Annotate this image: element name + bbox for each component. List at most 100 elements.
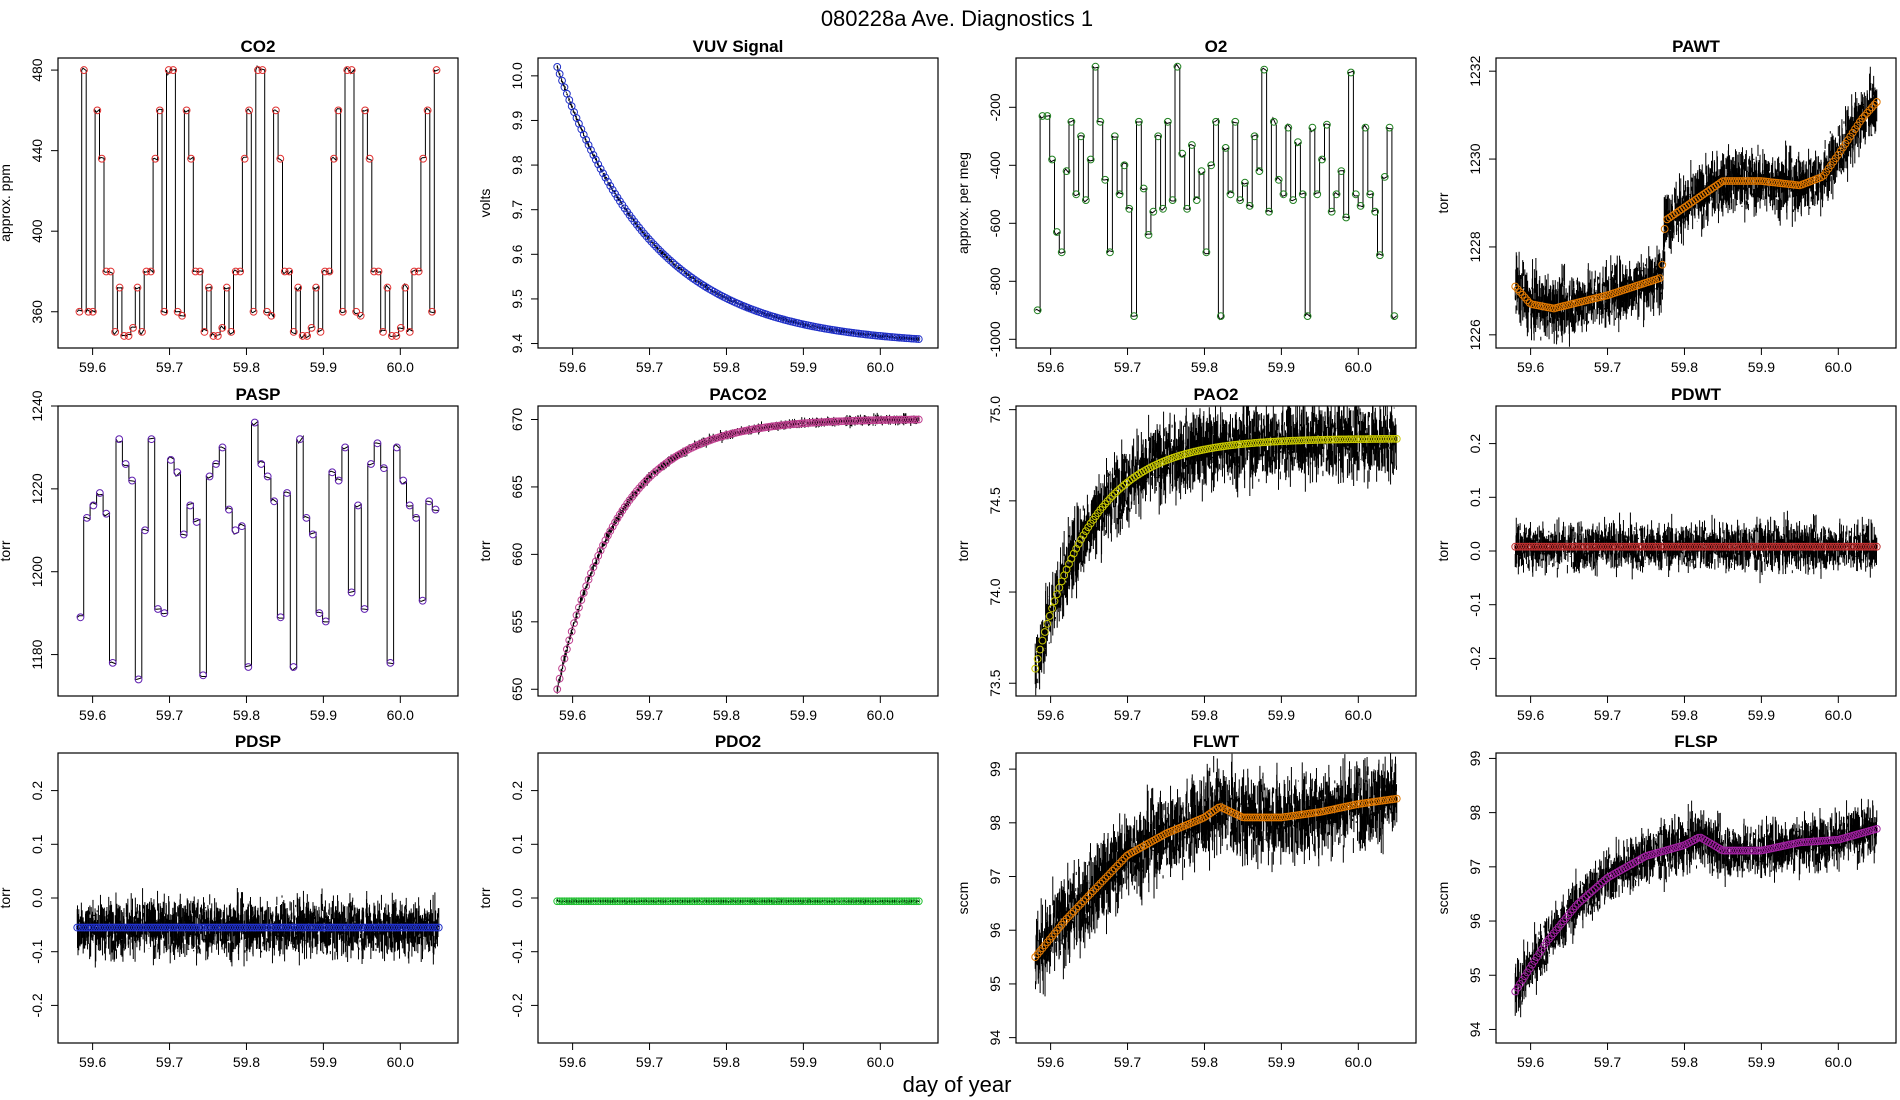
x-tick-label: 59.6 xyxy=(1037,1054,1064,1070)
y-axis: 650 655 660 665 670 xyxy=(509,408,538,701)
data-point xyxy=(379,464,388,473)
data-point xyxy=(200,327,209,336)
data-point xyxy=(258,66,267,74)
data-point xyxy=(555,674,564,683)
data-point xyxy=(599,541,607,550)
data-point xyxy=(575,603,583,612)
data-point xyxy=(412,513,421,522)
data-point xyxy=(1322,120,1331,129)
data-point xyxy=(423,106,432,115)
data-point xyxy=(912,897,921,906)
data-point xyxy=(1868,542,1876,551)
data-series xyxy=(1511,510,1881,584)
y-tick-label: 9.8 xyxy=(509,155,525,175)
data-point xyxy=(861,330,870,339)
panel-title: O2 xyxy=(1205,37,1228,56)
data-point xyxy=(644,474,653,482)
data-point xyxy=(1513,983,1522,992)
y-axis: 94 95 96 97 98 99 xyxy=(987,761,1016,1045)
data-point xyxy=(321,617,330,626)
y-axis-label: torr xyxy=(955,540,971,561)
data-point xyxy=(1101,175,1110,184)
y-tick-label: 9.9 xyxy=(509,111,525,131)
data-point xyxy=(146,267,155,276)
data-point xyxy=(1817,173,1826,182)
series-markers xyxy=(553,63,923,343)
data-point xyxy=(1301,810,1310,819)
data-point xyxy=(1788,180,1797,189)
data-point xyxy=(1781,179,1790,188)
data-point xyxy=(1390,312,1399,321)
x-tick-label: 59.8 xyxy=(233,359,260,375)
x-tick-label: 60.0 xyxy=(1345,1054,1372,1070)
data-point xyxy=(76,613,85,622)
data-point xyxy=(1574,899,1582,908)
data-point xyxy=(218,323,227,332)
y-tick-label: 660 xyxy=(509,542,525,566)
data-point xyxy=(410,267,419,276)
data-point xyxy=(102,509,111,518)
data-point xyxy=(75,307,84,316)
data-point xyxy=(1110,132,1119,141)
data-point xyxy=(240,154,249,163)
y-axis-label: approx. ppm xyxy=(0,164,13,242)
series-markers xyxy=(1511,98,1881,313)
data-point xyxy=(854,329,863,338)
x-tick-label: 59.7 xyxy=(636,1054,663,1070)
data-point xyxy=(89,501,98,510)
data-point xyxy=(577,596,586,604)
data-point xyxy=(1231,440,1240,449)
data-point xyxy=(553,63,562,71)
x-tick-label: 59.7 xyxy=(1114,1054,1141,1070)
data-point xyxy=(579,130,588,139)
data-point xyxy=(596,164,605,173)
data-point xyxy=(120,332,128,340)
data-point xyxy=(1361,123,1370,132)
y-tick-label: -600 xyxy=(987,209,1003,237)
data-point xyxy=(1084,892,1093,901)
data-point xyxy=(1289,196,1298,205)
data-point xyxy=(652,467,660,476)
y-tick-label: 0.2 xyxy=(509,781,525,801)
y-tick-label: 1232 xyxy=(1467,55,1483,86)
data-point xyxy=(303,332,312,340)
y-tick-label: 94 xyxy=(987,1030,1003,1046)
y-tick-label: -0.2 xyxy=(1467,646,1483,670)
data-point xyxy=(678,266,687,275)
x-tick-label: 59.8 xyxy=(1191,1054,1218,1070)
x-axis: 59.6 59.7 59.8 59.9 60.0 xyxy=(1037,696,1372,723)
y-axis-label: torr xyxy=(1435,192,1451,213)
data-point xyxy=(249,307,258,316)
y-tick-label: 95 xyxy=(987,976,1003,992)
data-point xyxy=(1098,877,1107,885)
y-tick-label: 99 xyxy=(987,761,1003,777)
y-tick-label: 360 xyxy=(29,300,45,324)
x-tick-label: 59.9 xyxy=(790,707,817,723)
data-point xyxy=(1045,612,1054,620)
data-point xyxy=(1518,976,1527,984)
data-point xyxy=(1600,876,1609,885)
data-point xyxy=(1096,117,1105,126)
data-point xyxy=(1392,794,1401,803)
x-tick-label: 59.6 xyxy=(1037,707,1064,723)
data-point xyxy=(606,527,615,535)
data-point xyxy=(1163,117,1172,126)
data-point xyxy=(360,605,369,613)
data-point xyxy=(1786,180,1794,189)
y-tick-label: -0.2 xyxy=(29,993,45,1017)
data-point xyxy=(1831,836,1840,844)
data-point xyxy=(611,189,619,198)
y-tick-label: 1226 xyxy=(1467,319,1483,350)
data-point xyxy=(582,136,591,144)
data-point xyxy=(1033,654,1042,663)
series-markers xyxy=(1031,434,1401,673)
data-point xyxy=(1578,895,1587,904)
panel-title: PDWT xyxy=(1671,385,1722,404)
data-point xyxy=(431,505,440,514)
data-point xyxy=(428,307,436,316)
data-point xyxy=(315,609,324,618)
data-point xyxy=(1530,957,1539,965)
data-point xyxy=(1294,811,1302,820)
data-point xyxy=(1183,204,1191,213)
data-point xyxy=(1660,225,1669,233)
